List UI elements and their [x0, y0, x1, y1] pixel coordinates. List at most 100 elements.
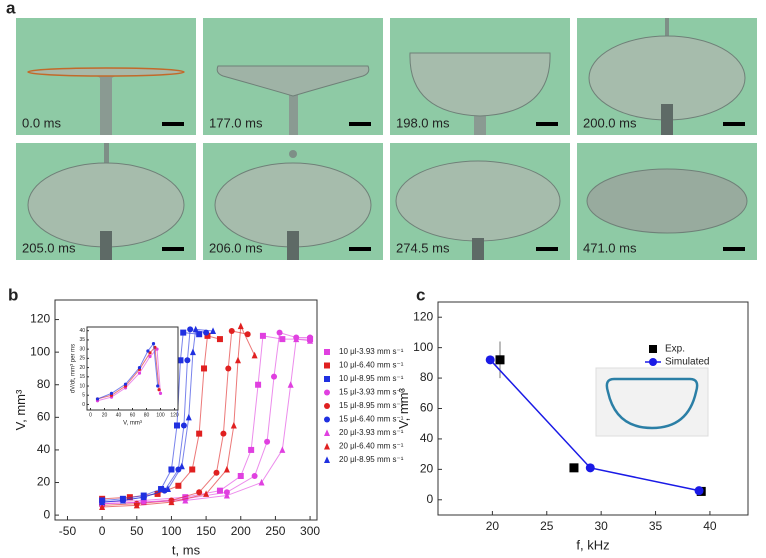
needle — [661, 104, 673, 135]
photo-frame: 200.0 ms — [577, 18, 757, 135]
marker — [178, 462, 185, 470]
frame-time: 0.0 ms — [22, 115, 62, 130]
frame-time: 200.0 ms — [583, 115, 637, 130]
y-tick-label: 25 — [79, 356, 85, 362]
marker — [237, 473, 244, 479]
marker — [216, 336, 223, 343]
x-tick-label: 100 — [161, 524, 181, 538]
marker — [151, 342, 156, 346]
marker — [119, 496, 126, 504]
scale-bar — [536, 247, 558, 251]
legend-label: 15 μl-6.40 mm s⁻¹ — [339, 415, 404, 424]
panel-label: a — [6, 0, 16, 17]
marker — [123, 382, 128, 386]
drop-outline — [605, 377, 699, 430]
y-tick-label: 120 — [413, 309, 433, 323]
drop — [395, 160, 561, 242]
legend-marker — [649, 358, 657, 366]
scale-bar — [349, 247, 371, 251]
marker — [228, 327, 235, 334]
marker — [223, 465, 230, 473]
drop — [27, 67, 185, 77]
marker — [140, 493, 147, 501]
marker — [248, 446, 255, 453]
marker — [133, 501, 140, 509]
legend-label: 10 μl-8.95 mm s⁻¹ — [339, 374, 404, 383]
marker — [196, 430, 203, 437]
marker — [95, 397, 100, 401]
legend-label: 15 μl-3.93 mm s⁻¹ — [339, 388, 404, 397]
legend-label: 10 μl-3.93 mm s⁻¹ — [339, 347, 404, 356]
marker — [137, 371, 142, 375]
frame-time: 206.0 ms — [209, 240, 263, 255]
marker — [158, 486, 165, 493]
scale-bar — [723, 247, 745, 251]
marker — [585, 463, 595, 473]
marker — [213, 469, 220, 476]
photo-frame: 471.0 ms — [577, 143, 757, 260]
y-tick-label: 30 — [79, 346, 85, 352]
marker — [99, 503, 106, 510]
marker — [271, 373, 278, 380]
y-tick-label: 40 — [37, 442, 51, 456]
x-tick-label: 20 — [102, 412, 108, 418]
needle — [287, 231, 299, 260]
marker — [184, 357, 191, 364]
droplet — [289, 150, 297, 158]
x-tick-label: 0 — [99, 524, 106, 538]
frame-time: 471.0 ms — [583, 240, 637, 255]
marker — [148, 351, 152, 355]
legend-marker — [324, 442, 330, 450]
marker — [264, 438, 271, 445]
x-tick-label: 200 — [231, 524, 251, 538]
x-tick-label: 0 — [89, 412, 92, 418]
marker — [201, 365, 208, 372]
scale-bar — [162, 247, 184, 251]
y-tick-label: 0 — [82, 402, 85, 408]
marker — [173, 422, 180, 429]
marker — [220, 430, 227, 437]
photo-frame: 198.0 ms — [390, 18, 570, 135]
x-tick-label: 120 — [170, 412, 179, 418]
x-tick-label: 100 — [156, 412, 165, 418]
x-tick-label: 25 — [540, 519, 554, 533]
photo-frame: 0.0 ms — [16, 18, 196, 135]
marker — [237, 322, 244, 330]
marker — [146, 349, 150, 353]
marker — [287, 381, 294, 388]
frame-time: 198.0 ms — [396, 115, 450, 130]
marker — [185, 413, 192, 421]
y-tick-label: 120 — [30, 312, 50, 326]
marker — [180, 422, 187, 429]
x-tick-label: 80 — [144, 412, 150, 418]
marker — [216, 487, 223, 494]
y-tick-label: 0 — [44, 507, 51, 521]
x-tick-label: 40 — [703, 519, 717, 533]
legend-marker — [324, 389, 330, 396]
legend-marker — [324, 403, 330, 409]
needle — [472, 238, 484, 260]
panel-label: b — [8, 285, 18, 304]
marker — [158, 391, 163, 395]
x-tick-label: 30 — [594, 519, 608, 533]
scale-bar — [723, 122, 745, 126]
photo-frame: 205.0 ms — [16, 143, 196, 260]
y-tick-label: 60 — [420, 401, 434, 415]
panel-label: c — [416, 285, 425, 304]
marker — [223, 491, 230, 499]
scale-bar — [162, 122, 184, 126]
legend-label: 10 μl-6.40 mm s⁻¹ — [339, 361, 404, 370]
marker — [164, 485, 171, 493]
y-tick-label: 100 — [30, 344, 50, 358]
marker — [225, 365, 232, 372]
frame-time: 274.5 ms — [396, 240, 450, 255]
frame-time: 205.0 ms — [22, 240, 76, 255]
y-tick-label: 80 — [37, 377, 51, 391]
needle — [474, 113, 486, 135]
marker — [189, 348, 196, 356]
photo-frame: 206.0 ms — [203, 143, 383, 260]
y-tick-label: 35 — [79, 337, 85, 343]
legend-marker — [324, 349, 330, 355]
y-tick-label: 20 — [79, 365, 85, 371]
